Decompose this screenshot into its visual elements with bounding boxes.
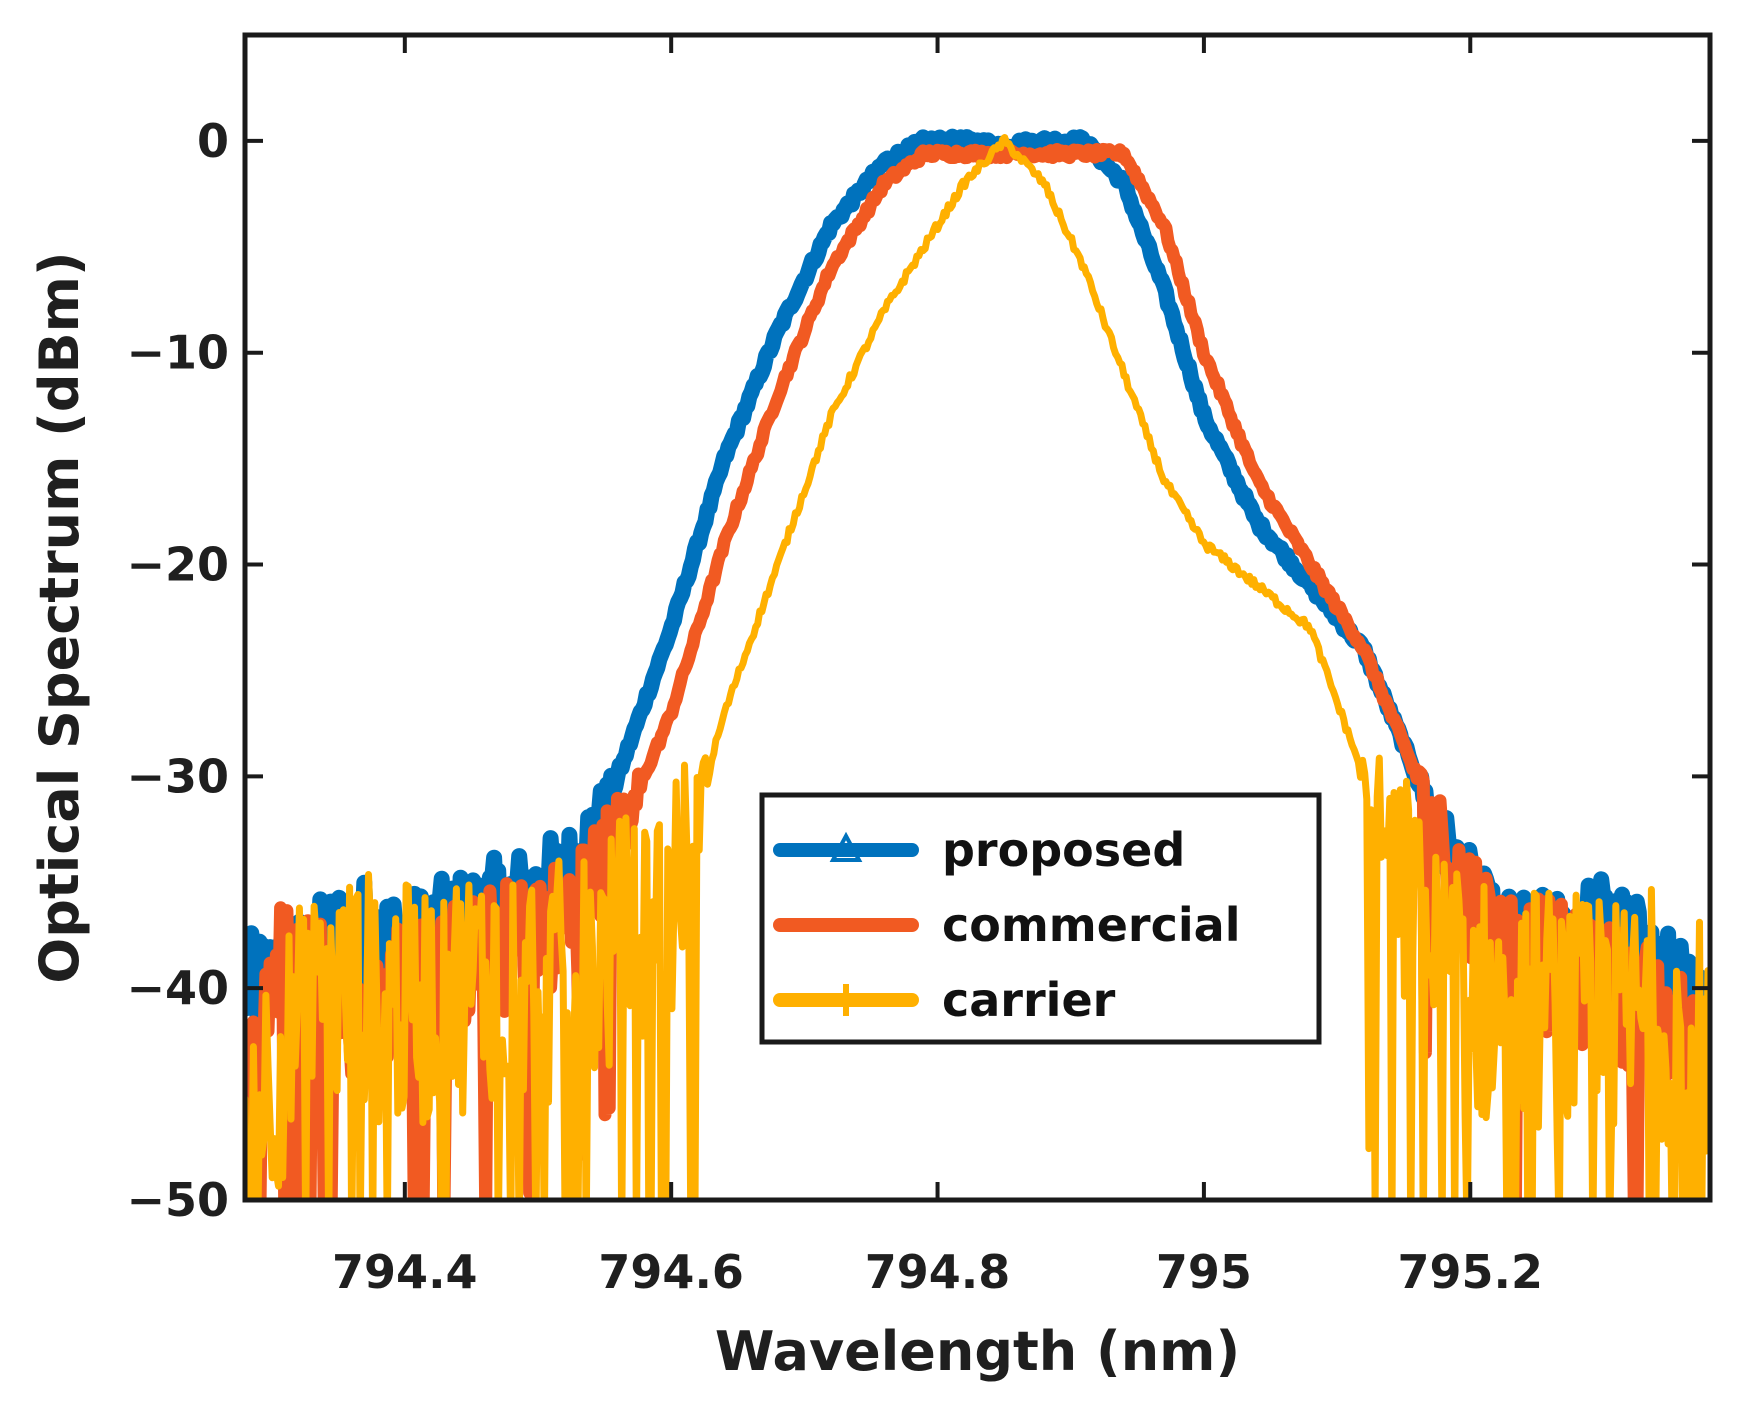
x-tick-label: 795 bbox=[1156, 1245, 1252, 1299]
legend: proposed commercial carrier bbox=[759, 792, 1322, 1045]
x-tick-label: 794.6 bbox=[598, 1245, 744, 1299]
legend-marker-triangle bbox=[829, 831, 863, 862]
y-tick-label: −40 bbox=[126, 961, 229, 1015]
legend-label-proposed: proposed bbox=[942, 823, 1185, 877]
y-tick-label: 0 bbox=[197, 114, 229, 168]
series-line-carrier bbox=[245, 134, 1710, 1200]
y-tick-label: −30 bbox=[126, 749, 229, 803]
series-line-commercial bbox=[245, 142, 1710, 1200]
y-tick-label: −20 bbox=[126, 538, 229, 592]
y-tick-label: −10 bbox=[126, 326, 229, 380]
axes-layer: 794.4 794.6 794.8 795 795.2 0 −10 −20 −30 −40 −50 W… bbox=[28, 32, 1713, 1383]
legend-label-commercial: commercial bbox=[942, 898, 1240, 952]
x-axis-title: Wavelength (nm) bbox=[715, 1320, 1240, 1383]
y-tick-label: −50 bbox=[126, 1173, 229, 1227]
legend-marker-plus bbox=[830, 984, 862, 1016]
x-tick-label: 794.4 bbox=[332, 1245, 478, 1299]
legend-label-carrier: carrier bbox=[942, 973, 1116, 1027]
x-tick-label: 794.8 bbox=[865, 1245, 1011, 1299]
series-layer bbox=[245, 128, 1710, 1200]
x-tick-label: 795.2 bbox=[1398, 1245, 1544, 1299]
y-axis-title: Optical Spectrum (dBm) bbox=[28, 251, 91, 983]
plot-frame bbox=[242, 32, 1713, 1203]
